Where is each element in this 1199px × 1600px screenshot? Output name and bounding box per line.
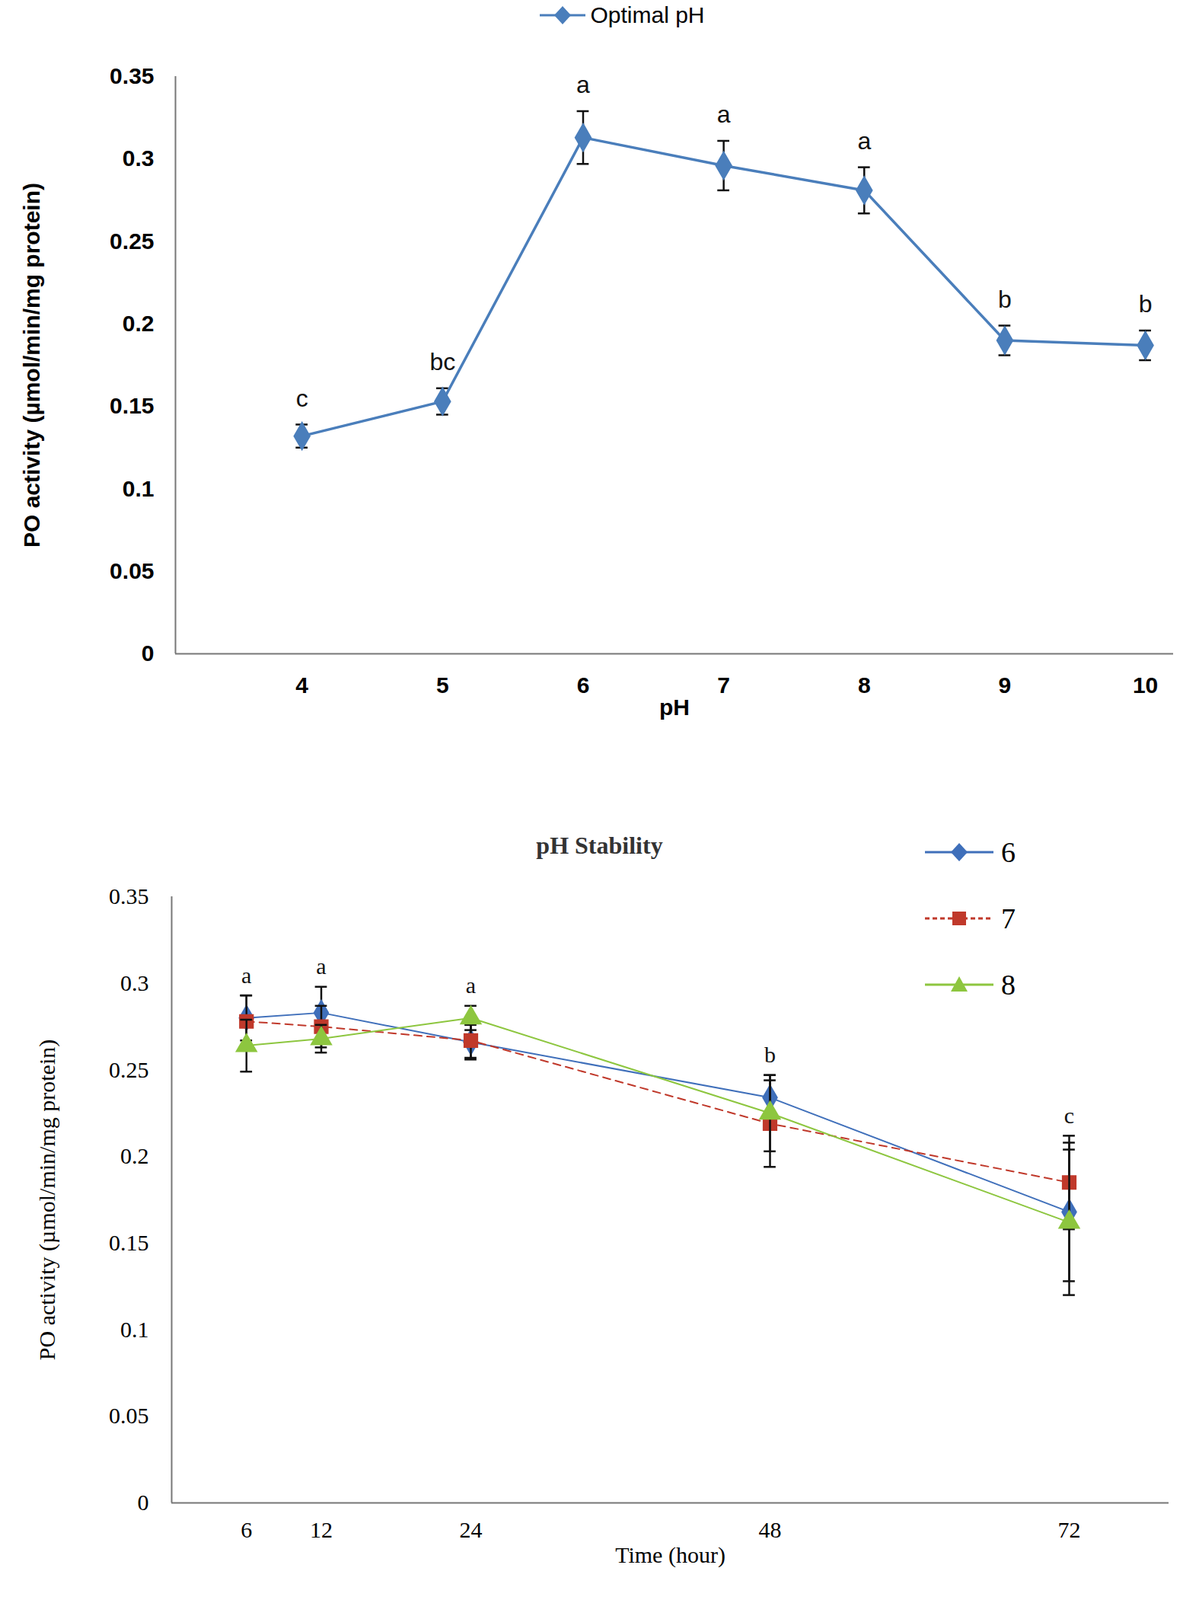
svg-text:72: 72 — [1058, 1516, 1082, 1542]
svg-text:a: a — [241, 962, 252, 988]
html-text:6: 6 — [1001, 835, 1016, 868]
svg-text:PO activity (µmol/min/mg prote: PO activity (µmol/min/mg protein) — [19, 182, 45, 548]
svg-text:PO activity (µmol/min/mg prote: PO activity (µmol/min/mg protein) — [34, 1039, 61, 1360]
svg-text:7: 7 — [717, 672, 731, 698]
svg-text:0.1: 0.1 — [120, 1316, 150, 1342]
svg-text:0.35: 0.35 — [109, 63, 154, 89]
svg-text:4: 4 — [295, 672, 309, 698]
svg-text:0: 0 — [137, 1489, 150, 1515]
svg-text:8: 8 — [857, 672, 871, 698]
svg-text:9: 9 — [998, 672, 1012, 698]
svg-text:5: 5 — [436, 672, 450, 698]
svg-text:c: c — [1064, 1102, 1075, 1128]
svg-text:0.2: 0.2 — [122, 310, 155, 336]
svg-text:a: a — [465, 972, 476, 998]
svg-text:0.1: 0.1 — [122, 475, 155, 501]
svg-text:0.25: 0.25 — [109, 228, 154, 254]
html-text:pH Stability: pH Stability — [536, 831, 663, 859]
svg-text:6: 6 — [240, 1516, 252, 1542]
svg-text:a: a — [857, 127, 871, 155]
svg-text:bc: bc — [429, 347, 456, 376]
svg-text:0.3: 0.3 — [120, 969, 150, 995]
svg-text:a: a — [576, 70, 590, 99]
svg-text:0.15: 0.15 — [109, 392, 154, 418]
svg-text:0.25: 0.25 — [108, 1056, 150, 1082]
svg-text:b: b — [764, 1041, 776, 1067]
svg-text:0.05: 0.05 — [108, 1402, 150, 1428]
svg-text:b: b — [1138, 290, 1153, 318]
svg-text:0.15: 0.15 — [108, 1229, 150, 1255]
svg-text:pH: pH — [659, 694, 690, 720]
svg-text:10: 10 — [1132, 672, 1158, 698]
svg-text:48: 48 — [758, 1516, 782, 1542]
svg-text:Time (hour): Time (hour) — [615, 1541, 726, 1568]
svg-text:6: 6 — [577, 672, 590, 698]
svg-text:0.2: 0.2 — [120, 1142, 150, 1168]
html-text:Optimal pH: Optimal pH — [590, 2, 705, 28]
svg-text:a: a — [717, 100, 731, 128]
svg-text:12: 12 — [309, 1516, 333, 1542]
svg-text:0: 0 — [141, 640, 155, 666]
html-text:8: 8 — [1001, 967, 1016, 1000]
svg-text:a: a — [315, 953, 326, 979]
svg-text:c: c — [296, 384, 309, 412]
svg-text:0.3: 0.3 — [122, 145, 155, 171]
svg-text:b: b — [998, 285, 1012, 313]
svg-text:0.05: 0.05 — [109, 558, 154, 584]
svg-text:0.35: 0.35 — [108, 883, 150, 909]
svg-text:24: 24 — [459, 1516, 483, 1542]
html-text:7: 7 — [1001, 901, 1016, 934]
